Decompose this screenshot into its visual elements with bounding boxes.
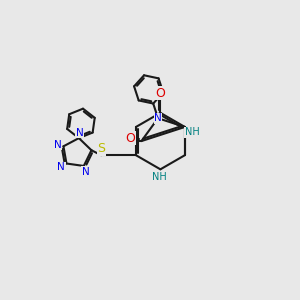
Text: O: O <box>155 87 165 100</box>
Text: NH: NH <box>152 172 167 182</box>
Text: N: N <box>57 162 65 172</box>
Text: N: N <box>76 128 84 138</box>
Text: N: N <box>54 140 61 149</box>
Text: N: N <box>82 167 89 177</box>
Text: N: N <box>154 113 162 123</box>
Text: S: S <box>97 142 105 155</box>
Text: O: O <box>125 132 135 145</box>
Text: NH: NH <box>185 127 200 137</box>
